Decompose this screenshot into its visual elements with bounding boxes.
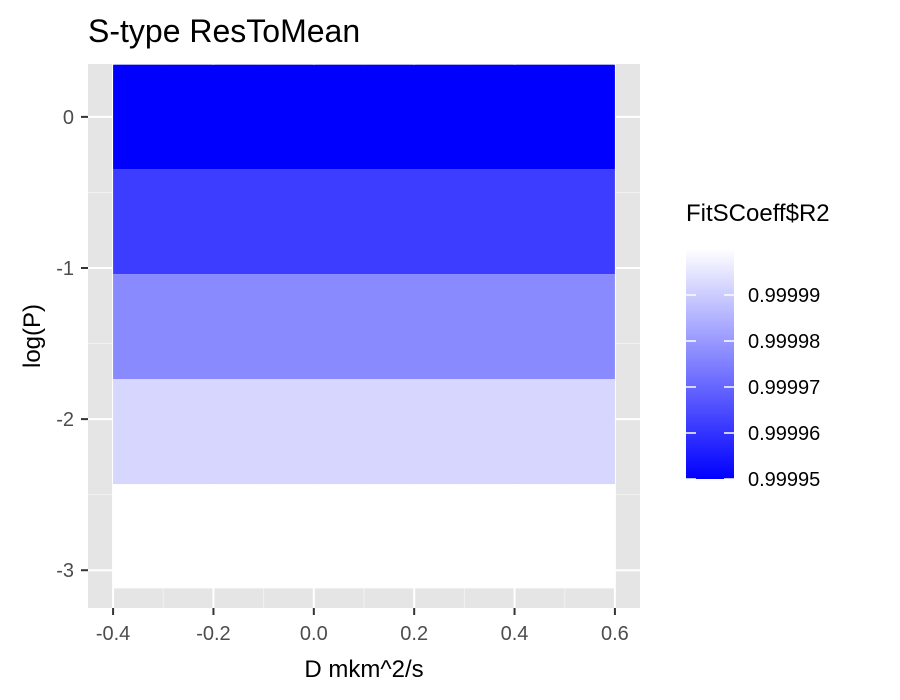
legend-label: 0.99999: [748, 285, 820, 307]
x-tick-label: 0.2: [400, 623, 428, 645]
heatmap-tile: [113, 379, 615, 485]
x-tick-label: 0.6: [601, 623, 629, 645]
x-tick-label: 0.0: [300, 623, 328, 645]
heatmap-tile: [113, 64, 615, 170]
y-tick-label: -3: [56, 560, 74, 582]
y-tick-label: -1: [56, 258, 74, 280]
x-tick-label: 0.4: [501, 623, 529, 645]
x-axis: -0.4 -0.2 0.0 0.2 0.4 0.6: [96, 608, 629, 645]
y-tick-label: -2: [56, 409, 74, 431]
x-tick-label: -0.2: [196, 623, 230, 645]
heatmap-tile: [113, 169, 615, 275]
legend-label: 0.99996: [748, 423, 820, 445]
legend-label: 0.99997: [748, 377, 820, 399]
legend-label: 0.99995: [748, 469, 820, 491]
heatmap-tile: [113, 484, 615, 589]
chart-title: S-type ResToMean: [88, 13, 360, 49]
heatmap-tile: [113, 274, 615, 380]
y-axis: 0 -1 -2 -3: [56, 107, 88, 582]
x-axis-title: D mkm^2/s: [304, 656, 423, 683]
y-tick-label: 0: [63, 107, 74, 129]
legend-title: FitSCoeff$R2: [686, 200, 830, 227]
legend-colorbar: [686, 249, 734, 479]
legend-label: 0.99998: [748, 331, 820, 353]
heatmap-tiles: [113, 64, 615, 589]
y-axis-title: log(P): [19, 304, 46, 368]
x-tick-label: -0.4: [96, 623, 130, 645]
color-legend: FitSCoeff$R2 0.999950.999960.999970.9999…: [686, 200, 830, 491]
legend-ticks: 0.99995 0.99996 0.99997 0.99998 0.99999: [686, 285, 820, 491]
